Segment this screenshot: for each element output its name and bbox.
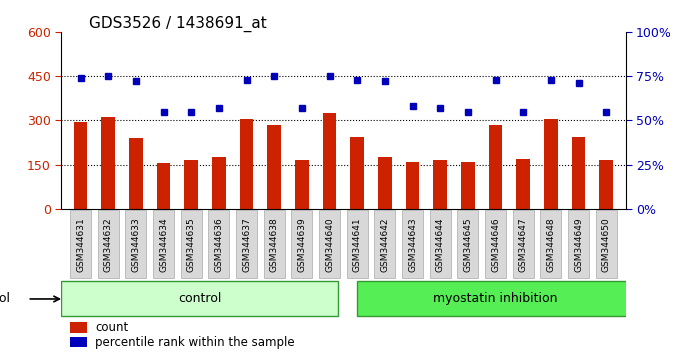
Bar [489,125,503,209]
Bar [129,138,143,209]
Text: GSM344642: GSM344642 [380,217,390,272]
Text: control: control [178,292,221,306]
Bar [544,119,558,209]
Bar [156,163,171,209]
Bar [322,113,337,209]
Text: GSM344650: GSM344650 [602,217,611,272]
FancyBboxPatch shape [375,210,395,278]
Bar [516,159,530,209]
Text: GSM344638: GSM344638 [270,217,279,272]
Text: GSM344636: GSM344636 [214,217,224,272]
FancyBboxPatch shape [596,210,617,278]
Text: GSM344635: GSM344635 [187,217,196,272]
Text: GSM344646: GSM344646 [491,217,500,272]
FancyBboxPatch shape [568,210,589,278]
Text: count: count [95,321,129,334]
Bar [461,162,475,209]
Text: protocol: protocol [0,292,10,306]
FancyBboxPatch shape [458,210,479,278]
Bar [73,122,88,209]
Text: GSM344633: GSM344633 [131,217,140,272]
FancyBboxPatch shape [153,210,174,278]
Bar [572,137,585,209]
Text: GSM344643: GSM344643 [408,217,417,272]
FancyBboxPatch shape [319,210,340,278]
Text: GSM344640: GSM344640 [325,217,334,272]
Text: GSM344645: GSM344645 [463,217,473,272]
FancyBboxPatch shape [292,210,312,278]
Text: GSM344641: GSM344641 [353,217,362,272]
FancyBboxPatch shape [125,210,146,278]
Text: GSM344637: GSM344637 [242,217,251,272]
FancyBboxPatch shape [98,210,119,278]
FancyBboxPatch shape [430,210,451,278]
FancyBboxPatch shape [208,210,229,278]
Bar [406,162,420,209]
Text: GSM344631: GSM344631 [76,217,85,272]
Text: GSM344647: GSM344647 [519,217,528,272]
FancyBboxPatch shape [402,210,423,278]
Bar [239,119,254,209]
FancyBboxPatch shape [485,210,506,278]
Text: myostatin inhibition: myostatin inhibition [433,292,558,306]
Text: GSM344634: GSM344634 [159,217,168,272]
FancyBboxPatch shape [347,210,368,278]
Bar [212,157,226,209]
Bar [433,160,447,209]
Bar [69,322,86,333]
Text: GDS3526 / 1438691_at: GDS3526 / 1438691_at [89,16,267,32]
FancyBboxPatch shape [236,210,257,278]
FancyBboxPatch shape [541,210,562,278]
FancyBboxPatch shape [181,210,202,278]
Text: GSM344632: GSM344632 [104,217,113,272]
Text: GSM344639: GSM344639 [297,217,307,272]
Bar [599,160,613,209]
FancyBboxPatch shape [357,281,645,316]
FancyBboxPatch shape [264,210,285,278]
FancyBboxPatch shape [70,210,91,278]
Bar [350,137,364,209]
Bar [101,118,115,209]
Bar [378,157,392,209]
Text: GSM344648: GSM344648 [547,217,556,272]
FancyBboxPatch shape [61,281,337,316]
Bar [69,337,86,347]
Bar [295,160,309,209]
FancyBboxPatch shape [513,210,534,278]
Text: percentile rank within the sample: percentile rank within the sample [95,336,294,349]
Text: GSM344644: GSM344644 [436,217,445,272]
Text: GSM344649: GSM344649 [574,217,583,272]
Bar [184,160,198,209]
Bar [267,125,281,209]
